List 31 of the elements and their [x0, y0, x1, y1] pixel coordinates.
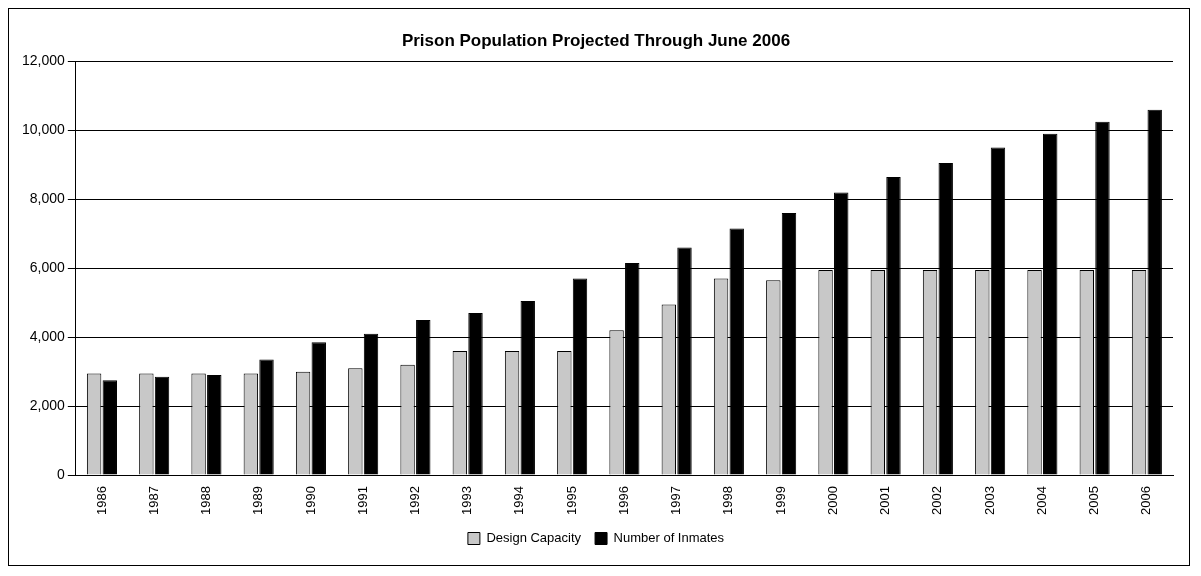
- x-tick-label: 1988: [198, 486, 214, 515]
- y-tick-label: 0: [57, 465, 66, 482]
- legend-label: Design Capacity: [486, 530, 582, 546]
- x-tick-label: 1992: [407, 486, 422, 515]
- x-tick-label: 1993: [459, 486, 475, 515]
- y-tick-label: 6,000: [29, 259, 66, 276]
- x-tick-label: 2002: [929, 486, 945, 515]
- y-tick-label: 4,000: [29, 328, 66, 345]
- x-tick-label: 1991: [354, 486, 370, 515]
- y-tick-label: 8,000: [29, 190, 66, 207]
- x-tick-label: 2001: [877, 486, 893, 515]
- y-tick-label: 12,000: [21, 52, 66, 69]
- x-tick-label: 2006: [1138, 486, 1154, 515]
- y-tick-label: 2,000: [29, 396, 66, 413]
- x-tick-label: 2000: [824, 486, 840, 515]
- x-tick-label: 1995: [563, 486, 579, 515]
- x-tick-label: 1990: [302, 486, 318, 515]
- legend-label: Number of Inmates: [613, 530, 725, 546]
- x-tick-label: 1994: [511, 486, 527, 515]
- x-tick-label: 1986: [93, 486, 109, 515]
- x-tick-label: 1999: [772, 486, 788, 515]
- x-tick-label: 1998: [720, 486, 736, 515]
- x-tick-label: 1987: [145, 486, 161, 515]
- x-tick-label: 2003: [981, 486, 997, 515]
- y-tick-label: 10,000: [21, 121, 66, 138]
- x-tick-label: 1997: [668, 486, 684, 515]
- x-tick-label: 1996: [615, 486, 631, 515]
- chart-title: Prison Population Projected Through June 2006: [401, 30, 791, 50]
- x-tick-label: 2005: [1086, 486, 1102, 515]
- x-tick-label: 2004: [1033, 486, 1049, 515]
- x-tick-label: 1989: [250, 486, 266, 515]
